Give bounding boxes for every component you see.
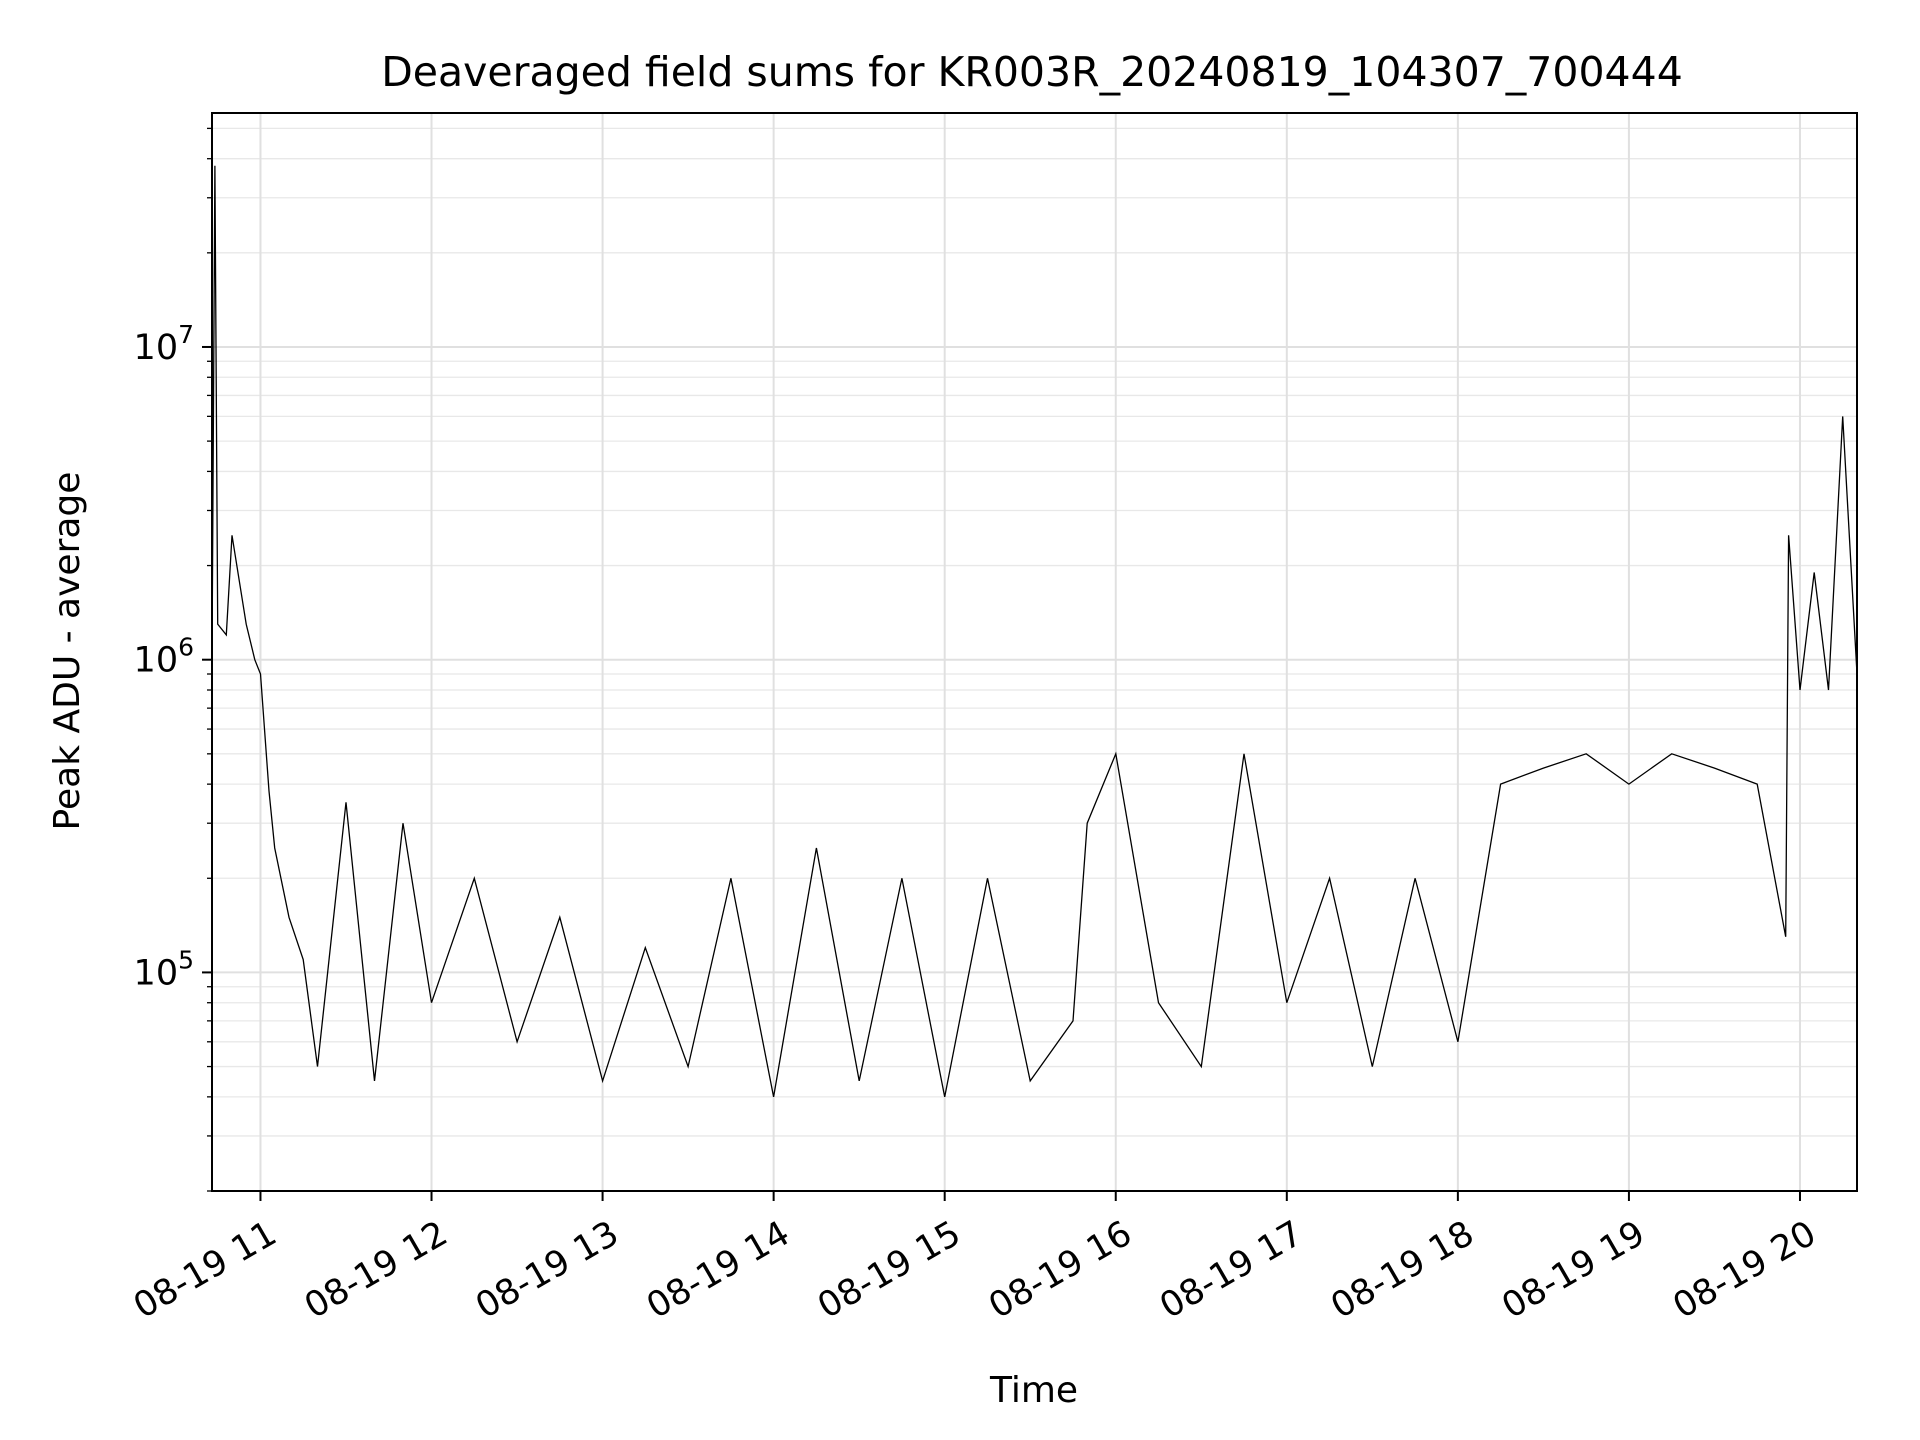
- series-line: [211, 165, 1858, 1098]
- y-tick-label: 107: [134, 320, 194, 368]
- y-tick-label: 106: [134, 633, 194, 681]
- grid: [212, 113, 1857, 1192]
- x-axis-label: Time: [989, 1370, 1078, 1411]
- chart-title: Deaveraged field sums for KR003R_2024081…: [381, 48, 1683, 96]
- y-tick-label: 105: [134, 945, 194, 993]
- plot-frame: [211, 112, 1858, 1192]
- y-axis-label: Peak ADU - average: [47, 472, 88, 831]
- y-axis: 105 106 107: [134, 127, 212, 1192]
